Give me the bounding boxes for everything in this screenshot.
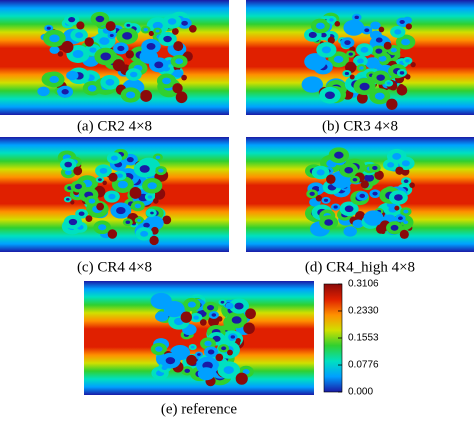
colorbar-tick-label: 0.1553 [348,333,379,344]
caption: (c) CR4 4×8 [77,259,152,275]
field-image [0,0,229,115]
field-image [84,281,314,395]
field-image [246,0,474,115]
field-image [246,137,474,252]
colorbar-tick-label: 0.0776 [348,360,379,371]
colorbar-tick-label: 0.3106 [348,279,379,290]
caption: (b) CR3 4×8 [322,118,398,134]
colorbar-tick-label: 0.000 [348,387,373,398]
field-image [0,137,229,252]
colorbar-tick-label: 0.2330 [348,306,379,317]
caption: (e) reference [161,401,238,417]
caption: (d) CR4_high 4×8 [305,259,415,275]
caption: (a) CR2 4×8 [77,118,152,134]
